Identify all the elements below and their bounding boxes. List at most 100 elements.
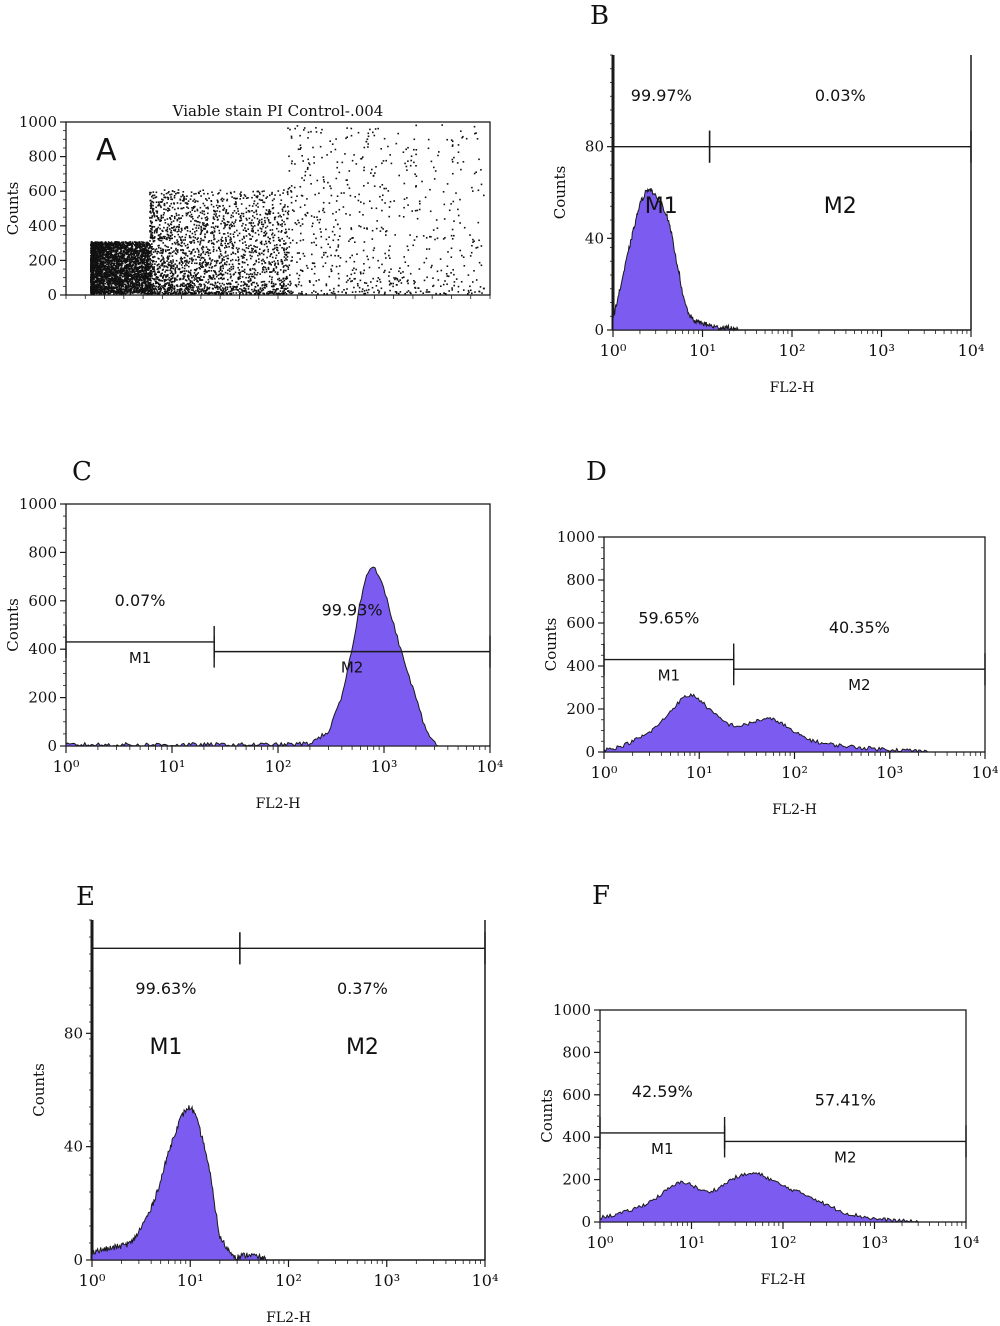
scatter-point — [120, 256, 123, 259]
scatter-point — [101, 275, 104, 278]
scatter-point — [232, 267, 235, 270]
scatter-point — [180, 207, 182, 210]
scatter-point — [274, 247, 276, 249]
scatter-point — [160, 216, 163, 218]
scatter-point — [95, 280, 98, 282]
scatter-point — [164, 244, 166, 247]
scatter-point — [158, 224, 161, 226]
scatter-point — [171, 237, 173, 240]
scatter-point — [187, 277, 190, 280]
scatter-point — [198, 292, 200, 294]
scatter-point — [147, 269, 150, 271]
scatter-point — [93, 284, 95, 287]
scatter-point — [252, 226, 254, 228]
scatter-point — [144, 281, 147, 284]
scatter-point — [203, 213, 206, 216]
scatter-point — [218, 277, 220, 280]
scatter-point — [96, 269, 99, 272]
scatter-point — [236, 285, 238, 288]
scatter-point — [93, 268, 95, 271]
scatter-point — [236, 281, 238, 283]
scatter-point — [107, 275, 110, 278]
scatter-point — [149, 230, 151, 232]
scatter-point — [177, 192, 180, 194]
scatter-point — [99, 260, 101, 263]
scatter-point — [134, 283, 137, 285]
scatter-point — [161, 236, 163, 239]
scatter-point — [108, 252, 111, 255]
scatter-point — [113, 286, 116, 289]
scatter-point — [257, 233, 260, 236]
scatter-point — [133, 258, 135, 260]
scatter-point — [98, 246, 100, 249]
scatter-point — [129, 292, 132, 295]
scatter-point — [186, 206, 188, 208]
scatter-point — [172, 227, 174, 229]
scatter-point — [139, 257, 142, 260]
scatter-point — [130, 253, 132, 256]
scatter-point — [141, 254, 143, 257]
scatter-point — [114, 267, 116, 269]
scatter-point — [197, 251, 200, 253]
scatter-point — [135, 261, 137, 263]
scatter-point — [138, 281, 141, 284]
scatter-point — [183, 273, 185, 275]
scatter-point — [133, 260, 136, 263]
scatter-point — [109, 250, 111, 253]
scatter-point — [108, 257, 111, 259]
scatter-point — [222, 204, 224, 207]
scatter-point — [197, 256, 199, 258]
scatter-point — [200, 285, 202, 288]
scatter-point — [123, 253, 125, 256]
scatter-point — [137, 290, 139, 292]
scatter-point — [235, 292, 238, 294]
scatter-point — [149, 292, 151, 295]
scatter-point — [130, 258, 132, 261]
scatter-point — [144, 252, 146, 255]
scatter-point — [107, 279, 110, 282]
scatter-point — [174, 208, 176, 211]
scatter-point — [130, 272, 132, 274]
scatter-point — [204, 236, 206, 239]
scatter-point — [158, 271, 161, 274]
scatter-point — [177, 268, 180, 270]
scatter-point — [109, 282, 112, 285]
scatter-point — [214, 265, 216, 267]
scatter-point — [95, 270, 98, 273]
scatter-point — [128, 242, 130, 245]
scatter-point — [145, 249, 147, 251]
scatter-point — [133, 282, 135, 284]
scatter-point — [122, 268, 124, 271]
scatter-point — [233, 285, 236, 288]
scatter-point — [227, 269, 229, 271]
scatter-point — [245, 244, 247, 246]
scatter-point — [226, 291, 228, 294]
scatter-point — [178, 261, 181, 264]
scatter-point — [134, 242, 137, 244]
scatter-point — [167, 246, 169, 248]
scatter-point — [148, 281, 150, 284]
scatter-point — [107, 266, 109, 269]
scatter-point — [140, 260, 143, 262]
scatter-point — [203, 239, 205, 242]
scatter-point — [286, 287, 289, 289]
scatter-point — [185, 285, 188, 287]
scatter-point — [187, 282, 189, 285]
scatter-point — [275, 254, 278, 257]
scatter-point — [226, 286, 229, 289]
scatter-point — [134, 270, 137, 272]
scatter-point — [204, 263, 207, 266]
scatter-point — [157, 226, 160, 229]
scatter-point — [251, 255, 253, 258]
scatter-point — [196, 273, 198, 275]
scatter-point — [173, 277, 176, 279]
scatter-point — [110, 247, 113, 249]
scatter-point — [112, 280, 115, 283]
scatter-point — [216, 286, 218, 289]
scatter-point — [204, 292, 206, 295]
scatter-point — [91, 241, 93, 243]
scatter-point — [188, 278, 190, 281]
scatter-point — [226, 288, 229, 290]
scatter-point — [143, 248, 145, 250]
scatter-point — [193, 239, 195, 242]
